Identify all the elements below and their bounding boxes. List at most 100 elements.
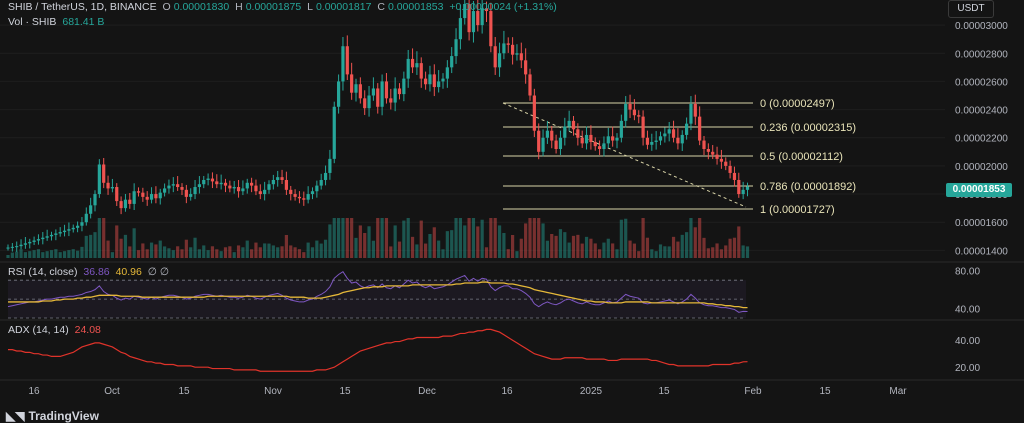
- volume-bar: [62, 251, 67, 258]
- symbol-legend[interactable]: SHIB / TetherUS, 1D, BINANCE O 0.00001830…: [8, 1, 560, 13]
- volume-bar: [650, 249, 654, 258]
- volume-bar: [719, 249, 723, 258]
- candle-body: [76, 225, 80, 228]
- volume-bar: [210, 246, 215, 258]
- volume-bar: [106, 240, 110, 258]
- candle-body: [706, 149, 710, 152]
- grid: [0, 24, 1024, 381]
- candle-body: [28, 241, 32, 244]
- high-label: H: [235, 1, 243, 13]
- candle-body: [663, 133, 667, 137]
- candle-body: [345, 46, 349, 75]
- volume-bar: [584, 236, 589, 258]
- price-tick-label: 0.00002600: [955, 77, 1008, 88]
- candle-body: [502, 43, 506, 54]
- candle-body: [341, 46, 345, 82]
- candle-body: [193, 187, 197, 195]
- volume-bar: [158, 240, 162, 258]
- candle-body: [584, 134, 589, 144]
- volume-bar: [671, 236, 676, 258]
- candle-body: [489, 11, 493, 47]
- rsi-tick-label: 80.00: [955, 267, 980, 278]
- candle-body: [719, 158, 723, 162]
- tradingview-logo[interactable]: ◣◥ TradingView: [6, 409, 99, 423]
- rsi-tick-label: 40.00: [955, 305, 980, 316]
- candle-body: [97, 164, 101, 195]
- candle-body: [19, 244, 23, 247]
- candle-body: [136, 191, 141, 193]
- volume-bar: [611, 243, 615, 258]
- volume-bar: [80, 246, 84, 258]
- volume-bar: [32, 250, 36, 258]
- candle-body: [332, 106, 336, 159]
- volume-bar: [528, 218, 532, 258]
- volume-bar: [515, 251, 519, 258]
- volume-bar: [89, 234, 93, 258]
- candle-body: [271, 179, 275, 185]
- candle-body: [397, 88, 402, 95]
- price-tick-label: 0.00002000: [955, 162, 1008, 173]
- candle-body: [371, 88, 375, 96]
- volume-bar: [667, 246, 671, 258]
- candle-body: [163, 188, 167, 193]
- candle-body: [354, 84, 358, 93]
- volume-bar: [484, 247, 489, 258]
- fibonacci-retracement[interactable]: 0 (0.00002497) 0.236 (0.00002315) 0.5 (0…: [502, 98, 856, 216]
- fib-label-1: 1 (0.00001727): [760, 204, 835, 216]
- adx-legend[interactable]: ADX (14, 14) 24.08: [8, 324, 104, 336]
- volume-bar: [619, 219, 623, 258]
- rsi-pane[interactable]: [7, 270, 748, 319]
- open-value: 0.00001830: [173, 1, 230, 13]
- candle-body: [167, 185, 171, 189]
- volume-bar: [376, 218, 380, 258]
- volume-bar: [606, 238, 610, 258]
- candle-body: [654, 140, 658, 142]
- volume-bar: [267, 243, 271, 258]
- volume-bar: [463, 225, 467, 258]
- candle-body: [306, 194, 310, 200]
- candle-body: [476, 11, 480, 26]
- price-axis[interactable]: 0.00003000 0.00002800 0.00002600 0.00002400…: [955, 21, 1008, 374]
- volume-bar: [289, 245, 293, 258]
- currency-button[interactable]: USDT: [948, 0, 994, 18]
- volume-label: Vol · SHIB: [8, 16, 57, 28]
- time-axis[interactable]: 16 Oct 15 Nov 15 Dec 16 2025 15 Feb 15 Mar: [28, 386, 907, 397]
- volume-bar: [654, 251, 658, 258]
- volume-bar: [354, 237, 358, 258]
- volume-bar: [393, 225, 397, 258]
- candle-body: [32, 240, 36, 242]
- time-tick-label: 16: [28, 386, 40, 397]
- volume-bar: [715, 243, 719, 258]
- candle-body: [685, 123, 689, 135]
- candle-body: [445, 67, 449, 79]
- rsi-legend[interactable]: RSI (14, close) 36.86 40.96 ∅ ∅: [8, 266, 172, 278]
- volume-bar: [254, 242, 258, 258]
- candle-body: [89, 205, 93, 214]
- volume-bar: [97, 218, 101, 258]
- candle-body: [62, 230, 67, 233]
- volume-bar: [171, 250, 175, 258]
- candle-body: [241, 188, 245, 192]
- volume-legend[interactable]: Vol · SHIB 681.41 B: [8, 16, 107, 28]
- volume-bar: [49, 250, 54, 258]
- volume-bar: [371, 240, 375, 258]
- candle-body: [41, 237, 45, 240]
- volume-bar: [506, 249, 510, 258]
- candle-body: [693, 103, 697, 117]
- candle-body: [158, 192, 162, 199]
- volume-bar: [319, 243, 323, 258]
- candle-body: [689, 103, 693, 124]
- volume-bar: [141, 243, 145, 258]
- candle-body: [589, 134, 593, 142]
- volume-bar: [197, 249, 201, 258]
- candle-body: [680, 134, 684, 144]
- volume-bar: [406, 218, 410, 258]
- candle-body: [419, 63, 423, 79]
- candle-body: [328, 158, 332, 173]
- adx-pane[interactable]: [8, 328, 748, 372]
- fib-label-0786: 0.786 (0.00001892): [760, 181, 856, 193]
- tradingview-brand: TradingView: [28, 409, 99, 423]
- candles[interactable]: [6, 0, 750, 252]
- candle-body: [389, 98, 393, 103]
